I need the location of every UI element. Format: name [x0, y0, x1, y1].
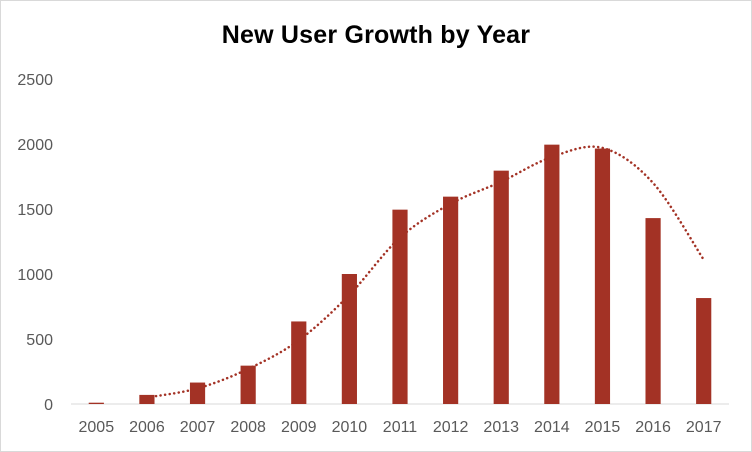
- y-tick-label: 2000: [17, 137, 53, 154]
- x-tick-label: 2010: [332, 419, 368, 436]
- x-tick-label: 2009: [281, 419, 317, 436]
- x-tick-label: 2015: [585, 419, 621, 436]
- bar: [696, 298, 712, 404]
- x-tick-label: 2006: [129, 419, 165, 436]
- y-tick-label: 1000: [17, 267, 53, 284]
- bar: [493, 170, 509, 404]
- x-tick-label: 2014: [534, 419, 570, 436]
- y-tick-label: 0: [44, 397, 53, 414]
- bar: [392, 209, 408, 404]
- x-tick-label: 2005: [79, 419, 115, 436]
- x-tick-label: 2012: [433, 419, 469, 436]
- bar: [594, 148, 611, 404]
- x-tick-label: 2007: [180, 419, 216, 436]
- bar: [291, 321, 307, 404]
- y-tick-label: 2500: [17, 72, 53, 89]
- x-tick-label: 2017: [686, 419, 722, 436]
- x-tick-label: 2008: [230, 419, 266, 436]
- y-tick-label: 1500: [17, 202, 53, 219]
- y-tick-label: 500: [26, 332, 53, 349]
- bar: [443, 196, 459, 404]
- bar: [544, 144, 560, 404]
- bar: [645, 218, 661, 404]
- trendline: [145, 145, 705, 399]
- bar: [88, 402, 104, 404]
- x-tick-label: 2011: [383, 419, 418, 436]
- bar: [139, 394, 155, 404]
- bar: [341, 274, 357, 404]
- bar: [240, 365, 256, 404]
- x-tick-label: 2013: [483, 419, 519, 436]
- bar: [189, 382, 206, 404]
- chart-title: New User Growth by Year: [221, 21, 531, 49]
- x-tick-label: 2016: [635, 419, 671, 436]
